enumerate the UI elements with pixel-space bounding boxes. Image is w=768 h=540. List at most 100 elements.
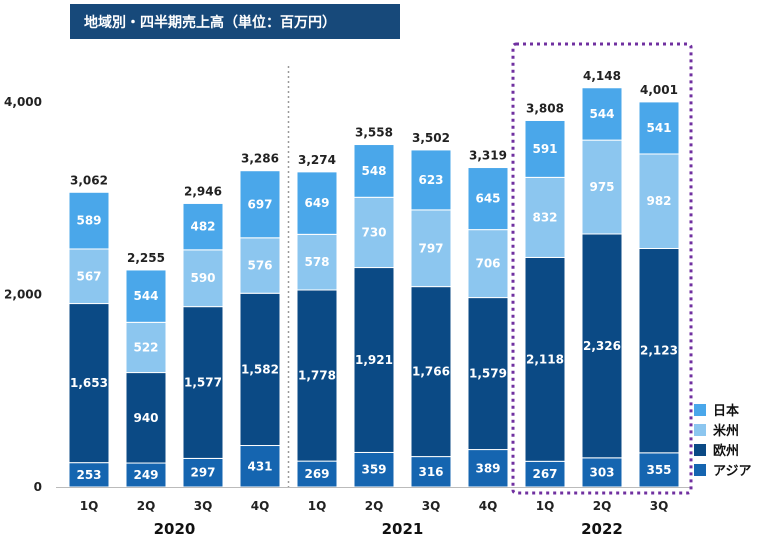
year-label: 2022	[581, 520, 623, 538]
bar-segment	[239, 237, 281, 294]
legend-label: 日本	[713, 403, 739, 419]
bar-segment	[68, 191, 110, 250]
data-label: 1,778	[298, 369, 336, 383]
year-label: 2021	[382, 520, 424, 538]
data-label: 797	[418, 241, 443, 255]
bar-segment	[353, 267, 395, 453]
bar-segment	[524, 256, 566, 462]
x-tick-label: 2Q	[365, 499, 384, 513]
data-label: 940	[133, 411, 158, 425]
data-label: 541	[646, 121, 671, 135]
total-label: 3,319	[469, 149, 507, 163]
y-tick-label: 0	[34, 480, 42, 494]
y-tick-label: 2,000	[4, 288, 42, 302]
legend-swatch	[694, 404, 706, 416]
x-tick-label: 2Q	[137, 499, 156, 513]
bar-segment	[68, 303, 110, 464]
bar-segment	[182, 202, 224, 251]
data-label: 389	[475, 461, 500, 475]
bar-segment	[410, 456, 452, 488]
legend-label: 米州	[713, 423, 739, 439]
bar-segment	[581, 233, 623, 459]
data-label: 303	[589, 465, 614, 479]
total-label: 3,274	[298, 153, 336, 167]
bar-segment	[410, 286, 452, 458]
total-label: 3,062	[70, 173, 108, 187]
data-label: 431	[247, 459, 272, 473]
total-label: 2,946	[184, 184, 222, 198]
highlight-box-2022	[511, 42, 693, 495]
data-label: 2,123	[640, 344, 678, 358]
bar-segment	[296, 171, 338, 235]
chart-title: 地域別・四半期売上高（単位：百万円）	[70, 4, 400, 39]
data-label: 623	[418, 173, 443, 187]
data-label: 544	[133, 289, 158, 303]
bar-segment	[638, 101, 680, 155]
data-label: 697	[247, 197, 272, 211]
x-tick-label: 3Q	[422, 499, 441, 513]
total-label: 3,808	[526, 101, 564, 115]
total-label: 4,001	[640, 83, 678, 97]
data-label: 576	[247, 259, 272, 273]
data-label: 589	[76, 214, 101, 228]
bar-segment	[467, 167, 509, 231]
legend-swatch	[694, 424, 706, 436]
data-label: 567	[76, 269, 101, 283]
legend-label: 欧州	[713, 443, 739, 459]
bar-segment	[524, 119, 566, 178]
x-tick-label: 3Q	[194, 499, 213, 513]
total-label: 3,558	[355, 126, 393, 140]
data-label: 249	[133, 468, 158, 482]
bar-segment	[125, 321, 167, 374]
bar-segment	[467, 449, 509, 488]
x-tick-label: 4Q	[251, 499, 270, 513]
y-tick-label: 4,000	[4, 95, 42, 109]
data-label: 544	[589, 107, 614, 121]
total-label: 4,148	[583, 69, 621, 83]
x-tick-label: 2Q	[593, 499, 612, 513]
bar-segment	[467, 297, 509, 451]
data-label: 982	[646, 194, 671, 208]
data-label: 706	[475, 257, 500, 271]
bar-segment	[353, 196, 395, 269]
bar-segment	[467, 229, 509, 299]
data-label: 2,118	[526, 352, 564, 366]
data-label: 1,579	[469, 367, 507, 381]
bar-segment	[353, 451, 395, 488]
data-label: 2,326	[583, 339, 621, 353]
bar-segment	[239, 170, 281, 239]
data-label: 316	[418, 465, 443, 479]
bar-segment	[239, 292, 281, 447]
bar-segment	[353, 144, 395, 198]
data-label: 1,582	[241, 362, 279, 376]
bar-segment	[68, 248, 110, 305]
bar-segment	[296, 289, 338, 462]
bar-segment	[581, 139, 623, 235]
data-label: 1,577	[184, 376, 222, 390]
legend-label: アジア	[713, 464, 751, 479]
bar-segment	[410, 209, 452, 288]
total-label: 3,502	[412, 131, 450, 145]
data-label: 1,653	[70, 376, 108, 390]
data-label: 645	[475, 192, 500, 206]
bar-segment	[296, 233, 338, 291]
data-label: 730	[361, 225, 386, 239]
legend-swatch	[694, 464, 706, 476]
bar-segment	[638, 247, 680, 454]
data-label: 253	[76, 468, 101, 482]
data-label: 1,766	[412, 365, 450, 379]
data-label: 591	[532, 142, 557, 156]
year-label: 2020	[154, 520, 196, 538]
x-tick-label: 3Q	[650, 499, 669, 513]
bar-segment	[182, 306, 224, 459]
data-label: 649	[304, 196, 329, 210]
data-label: 482	[190, 220, 215, 234]
legend-swatch	[694, 444, 706, 456]
bar-segment	[125, 269, 167, 323]
data-label: 832	[532, 210, 557, 224]
data-label: 975	[589, 180, 614, 194]
data-label: 269	[304, 467, 329, 481]
data-label: 1,921	[355, 353, 393, 367]
bar-segment	[410, 149, 452, 211]
